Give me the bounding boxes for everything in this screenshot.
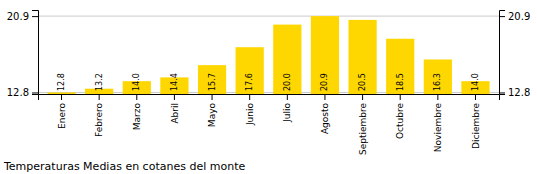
data-label: 12.8 bbox=[57, 73, 66, 91]
tick: Mayo bbox=[207, 94, 217, 127]
tick-mark bbox=[32, 92, 38, 93]
tick: Febrero bbox=[94, 94, 104, 137]
bar bbox=[198, 65, 226, 94]
bars bbox=[47, 16, 489, 94]
bar bbox=[386, 39, 414, 94]
data-label: 13.2 bbox=[95, 73, 104, 91]
tick-mark bbox=[475, 94, 476, 100]
tick-label: Octubre bbox=[395, 103, 405, 139]
tick: Junio bbox=[245, 94, 255, 126]
tick-label: 20.9 bbox=[7, 11, 29, 22]
tick: 12.8 bbox=[7, 87, 38, 98]
data-label: 16.3 bbox=[433, 73, 442, 91]
tick-label: Enero bbox=[57, 103, 67, 129]
bar bbox=[424, 59, 452, 94]
chart: Enero Febrero Marzo Abril Mayo Junio Julio Agos… bbox=[0, 0, 537, 174]
tick: Enero bbox=[57, 94, 67, 129]
tick-label: Febrero bbox=[94, 103, 104, 137]
data-label: 20.0 bbox=[283, 73, 292, 91]
tick: 12.8 bbox=[499, 87, 530, 98]
tick-mark bbox=[287, 94, 288, 100]
data-label: 14.0 bbox=[132, 73, 141, 91]
y-axis-right: 12.8 20.9 bbox=[499, 11, 530, 99]
tick-label: Noviembre bbox=[433, 103, 443, 153]
tick-label: 12.8 bbox=[7, 87, 29, 98]
data-label: 14.4 bbox=[170, 73, 179, 91]
data-label: 17.6 bbox=[245, 73, 254, 91]
data-label: 20.5 bbox=[358, 73, 367, 91]
tick: Noviembre bbox=[433, 94, 443, 152]
tick-mark bbox=[136, 94, 137, 100]
tick-mark bbox=[212, 94, 213, 100]
tick-label: Agosto bbox=[320, 103, 330, 135]
data-label: 18.5 bbox=[396, 73, 405, 91]
axis-line bbox=[500, 11, 506, 95]
tick: Octubre bbox=[395, 94, 405, 139]
x-axis: Enero Febrero Marzo Abril Mayo Junio Julio Agos… bbox=[39, 94, 500, 155]
data-label: 15.7 bbox=[208, 73, 217, 91]
tick-label: Abril bbox=[170, 103, 180, 124]
tick-mark bbox=[174, 94, 175, 100]
data-labels: 12.8 13.2 14.0 14.4 15.7 17.6 20.0 20.9 20.5 18.5… bbox=[57, 73, 480, 91]
axis-line bbox=[39, 95, 500, 101]
grid-line bbox=[38, 16, 499, 17]
data-label: 20.9 bbox=[320, 73, 329, 91]
tick-mark bbox=[362, 94, 363, 100]
tick-mark bbox=[400, 94, 401, 100]
title: Temperaturas Medias en cotanes del monte bbox=[3, 160, 245, 173]
tick: Septiembre bbox=[358, 94, 368, 155]
tick-mark bbox=[324, 94, 325, 100]
tick: Marzo bbox=[132, 94, 142, 130]
tick-label: Septiembre bbox=[358, 103, 368, 156]
bar bbox=[311, 16, 339, 94]
tick-mark bbox=[99, 94, 100, 100]
tick-label: Marzo bbox=[132, 103, 142, 131]
tick-label: Diciembre bbox=[471, 103, 481, 149]
data-label: 14.0 bbox=[471, 73, 480, 91]
tick: Diciembre bbox=[471, 94, 481, 149]
tick-mark bbox=[249, 94, 250, 100]
tick-label: 12.8 bbox=[508, 87, 530, 98]
bar bbox=[236, 47, 264, 94]
tick-mark bbox=[32, 16, 38, 17]
tick-mark bbox=[61, 94, 62, 100]
tick-label: Mayo bbox=[207, 103, 217, 128]
tick: Julio bbox=[282, 94, 292, 123]
chart-container: Enero Febrero Marzo Abril Mayo Junio Julio Agos… bbox=[0, 0, 537, 174]
y-axis-left: 12.8 20.9 bbox=[7, 11, 39, 99]
bar bbox=[348, 20, 376, 94]
tick: Agosto bbox=[320, 94, 330, 134]
tick-label: 20.9 bbox=[508, 11, 530, 22]
tick-mark bbox=[499, 92, 505, 93]
axis-line bbox=[32, 11, 39, 95]
tick: 20.9 bbox=[499, 11, 530, 22]
tick-label: Julio bbox=[282, 103, 292, 123]
bar bbox=[47, 92, 75, 94]
tick-mark bbox=[499, 16, 505, 17]
tick-label: Junio bbox=[245, 103, 255, 127]
tick-mark bbox=[437, 94, 438, 100]
tick: Abril bbox=[170, 94, 180, 124]
bar bbox=[273, 25, 301, 94]
tick: 20.9 bbox=[7, 11, 38, 22]
